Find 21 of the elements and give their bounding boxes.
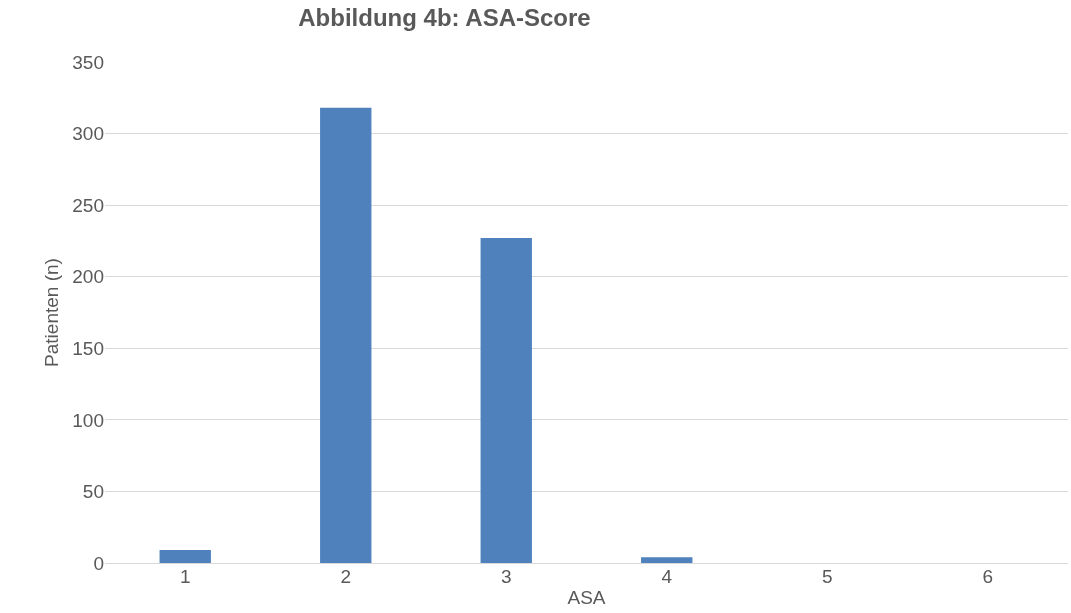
y-tick-label: 50 — [82, 481, 104, 503]
x-tick-label: 5 — [821, 566, 833, 587]
y-tick-label: 350 — [72, 51, 104, 73]
bar — [320, 107, 372, 563]
y-tick-label: 300 — [72, 123, 104, 145]
bar — [641, 557, 693, 563]
x-axis-title: ASA — [567, 586, 606, 608]
y-axis-title: Patienten (n) — [41, 258, 63, 367]
x-tick-label: 1 — [179, 566, 191, 587]
y-tick-label: 200 — [72, 266, 104, 288]
y-tick-label: 0 — [93, 552, 104, 574]
x-tick-label: 4 — [661, 566, 673, 587]
y-tick-label: 150 — [72, 337, 104, 359]
y-tick-label: 250 — [72, 194, 104, 216]
x-tick-label: 2 — [340, 566, 352, 587]
bar — [159, 550, 211, 563]
bar — [480, 238, 532, 563]
y-tick-label: 100 — [72, 409, 104, 431]
chart-title: Abbildung 4b: ASA-Score — [298, 3, 591, 31]
x-tick-label: 3 — [500, 566, 512, 587]
x-tick-label: 6 — [982, 566, 994, 587]
